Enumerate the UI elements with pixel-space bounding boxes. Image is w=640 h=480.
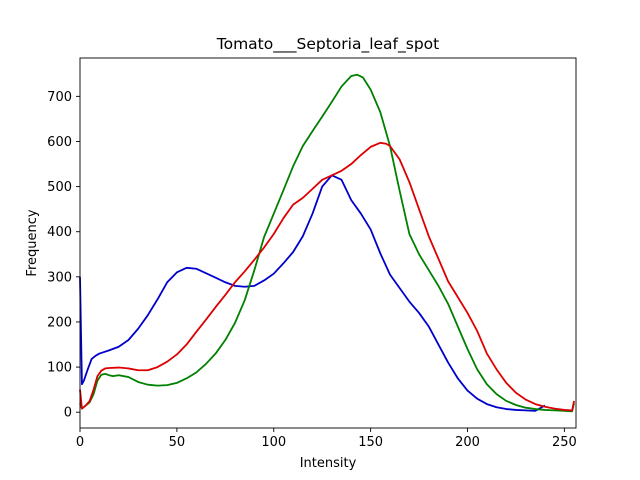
chart-title: Tomato___Septoria_leaf_spot (216, 35, 439, 54)
x-tick-label: 50 (169, 435, 186, 450)
y-axis-label: Frequency (25, 209, 40, 276)
y-tick-label: 600 (47, 135, 72, 150)
x-tick-label: 100 (261, 435, 286, 450)
y-tick-label: 100 (47, 361, 72, 376)
x-tick-label: 200 (455, 435, 480, 450)
y-tick-label: 500 (47, 180, 72, 195)
x-axis-label: Intensity (300, 456, 357, 471)
x-tick-label: 150 (358, 435, 383, 450)
y-tick-label: 200 (47, 315, 72, 330)
y-tick-label: 300 (47, 270, 72, 285)
y-tick-label: 400 (47, 225, 72, 240)
x-tick-label: 250 (552, 435, 577, 450)
x-tick-label: 0 (76, 435, 84, 450)
y-tick-label: 0 (64, 406, 72, 421)
y-tick-label: 700 (47, 90, 72, 105)
